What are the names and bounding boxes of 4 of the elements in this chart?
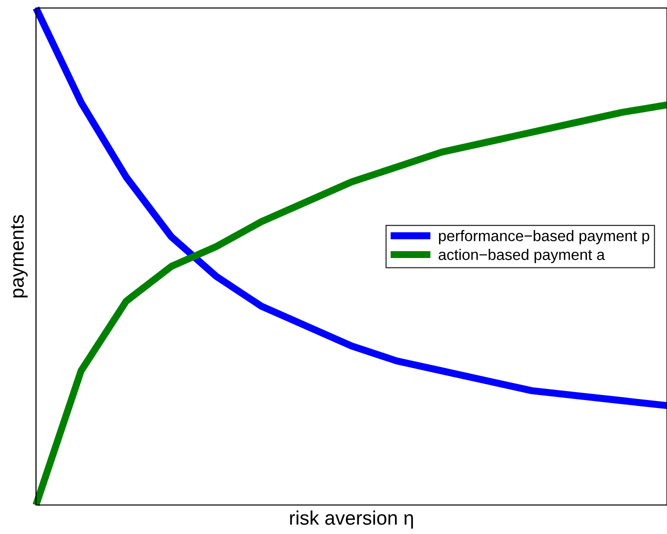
- legend-label: action−based payment a: [438, 248, 605, 264]
- x-axis-title: risk aversion η: [290, 510, 413, 529]
- y-axis-title: payments: [11, 215, 28, 298]
- legend-label: performance−based payment p: [439, 230, 650, 244]
